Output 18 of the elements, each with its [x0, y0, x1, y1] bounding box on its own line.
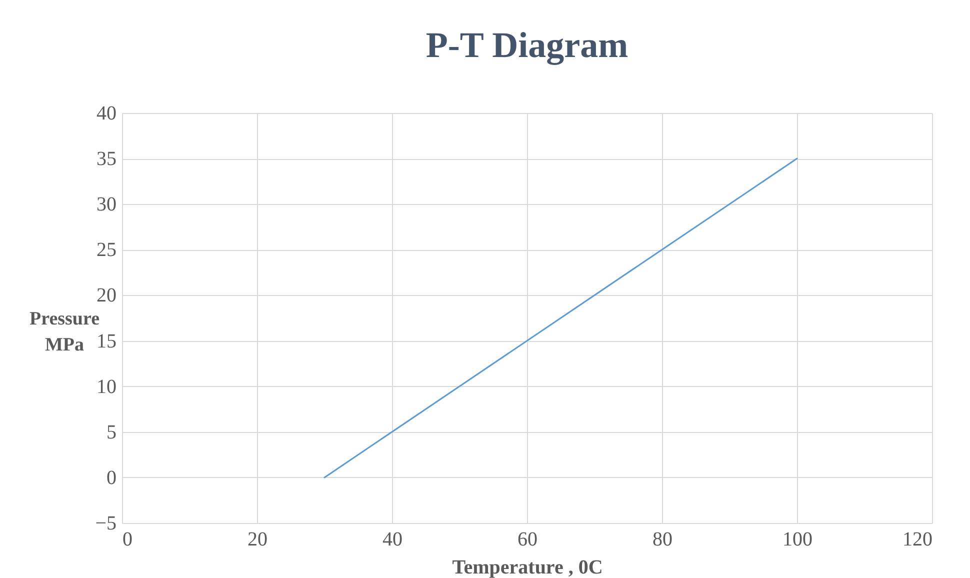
- y-tick-label: 25: [96, 239, 116, 262]
- y-tick-label: 35: [96, 148, 116, 170]
- y-tick-label: 20: [96, 284, 116, 307]
- x-tick-label: 20: [248, 528, 268, 550]
- y-tick-label: 10: [96, 376, 116, 398]
- y-tick-label: 0: [106, 466, 116, 489]
- x-tick-label: 120: [902, 528, 932, 550]
- x-tick-label: 0: [122, 528, 132, 550]
- x-tick-label: 40: [382, 528, 402, 550]
- y-tick-label: 5: [106, 421, 116, 444]
- chart-title: P-T Diagram: [426, 25, 628, 65]
- x-tick-label: 80: [652, 528, 672, 550]
- y-tick-label: −5: [95, 512, 116, 534]
- y-tick-label: 30: [96, 194, 116, 216]
- x-axis-title: Temperature , 0C: [452, 556, 603, 578]
- x-tick-label: 100: [782, 528, 812, 550]
- y-tick-label: 40: [96, 102, 116, 124]
- x-tick-label: 60: [518, 528, 538, 550]
